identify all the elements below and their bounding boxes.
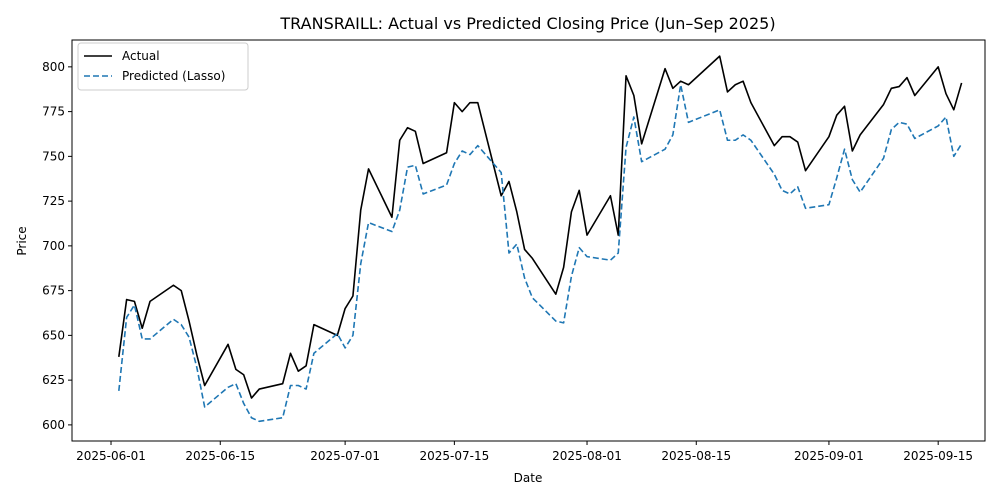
series-line-actual [118,55,963,399]
y-tick-label: 800 [42,60,65,74]
legend-label-actual: Actual [122,49,160,63]
y-tick-label: 650 [42,328,65,342]
legend-label-predicted: Predicted (Lasso) [122,69,225,83]
plot-area-frame [71,39,986,442]
x-axis-ticks: 2025-06-01 2025-06-15 2025-07-01 2025-07-15… [76,441,973,463]
y-tick-label: 675 [42,284,65,298]
x-axis-label: Date [514,471,543,485]
x-tick-label: 2025-08-01 [552,449,622,463]
y-axis-label: Price [15,226,29,255]
legend: Actual Predicted (Lasso) [77,42,249,91]
y-axis-ticks: 600 625 650 675 700 725 750 775 800 [42,60,72,432]
x-tick-label: 2025-09-15 [903,449,973,463]
series-line-predicted [118,83,963,423]
x-tick-label: 2025-08-15 [661,449,731,463]
y-tick-label: 750 [42,149,65,163]
legend-box [77,42,249,91]
x-tick-label: 2025-06-01 [76,449,146,463]
x-tick-label: 2025-06-15 [185,449,255,463]
x-tick-label: 2025-07-01 [310,449,380,463]
x-tick-label: 2025-09-01 [794,449,864,463]
y-tick-label: 725 [42,194,65,208]
y-tick-label: 600 [42,418,65,432]
y-tick-label: 700 [42,239,65,253]
x-tick-label: 2025-07-15 [419,449,489,463]
chart-title: TRANSRAILL: Actual vs Predicted Closing … [279,14,775,33]
series-layer [118,55,963,423]
y-tick-label: 775 [42,105,65,119]
y-tick-label: 625 [42,373,65,387]
